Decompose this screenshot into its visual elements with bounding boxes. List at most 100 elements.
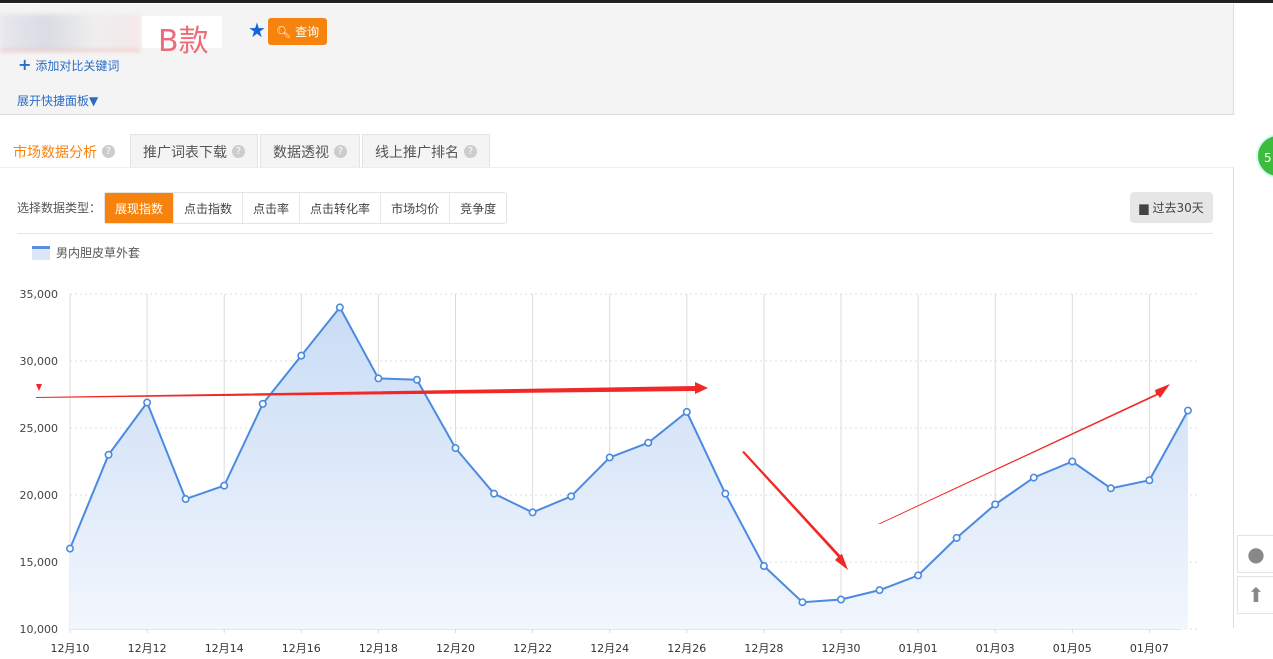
data-point [528, 508, 537, 517]
content-area [0, 167, 1234, 628]
tab-data-pivot[interactable]: 数据透视? [260, 134, 360, 168]
top-border [0, 0, 1273, 3]
x-tick-label: 12月28 [744, 642, 783, 655]
annotation-marker [36, 384, 42, 391]
data-point [759, 562, 768, 571]
data-point [682, 407, 691, 416]
data-point [914, 571, 923, 580]
data-point [490, 489, 499, 498]
back-to-top-button[interactable]: ⬆ [1237, 576, 1273, 614]
x-tick-label: 01月01 [899, 642, 938, 655]
data-type-conversion[interactable]: 点击转化率 [300, 193, 382, 223]
data-point [143, 398, 152, 407]
x-tick-label: 12月22 [513, 642, 552, 655]
date-range-label: 过去30天 [1152, 201, 1204, 215]
x-tick-label: 12月20 [436, 642, 475, 655]
x-tick-label: 01月03 [976, 642, 1015, 655]
data-point [721, 489, 730, 498]
tab-label: 推广词表下载 [143, 144, 227, 161]
data-point [258, 399, 267, 408]
annotation-arrow-flat [36, 382, 708, 398]
tab-market-analysis[interactable]: 市场数据分析? [0, 134, 128, 168]
x-tick-label: 01月07 [1130, 642, 1169, 655]
help-icon[interactable]: ? [102, 145, 115, 158]
x-tick-label: 12月18 [359, 642, 398, 655]
query-button[interactable]: 🔍︎ 查询 [268, 18, 327, 45]
caret-down-icon: ▼ [89, 94, 99, 108]
keyword-annotation: B款 [158, 24, 209, 59]
x-tick-label: 12月12 [128, 642, 167, 655]
data-point [1183, 406, 1192, 415]
series-line [69, 305, 1189, 604]
add-compare-label: 添加对比关键词 [35, 59, 120, 73]
x-tick-label: 12月30 [822, 642, 861, 655]
search-panel: B款 ★ 🔍︎ 查询 + 添加对比关键词 展开快捷面板▼ [0, 4, 1234, 115]
data-point [798, 598, 807, 607]
help-icon[interactable]: ? [334, 145, 347, 158]
expand-panel-link[interactable]: 展开快捷面板▼ [17, 92, 98, 109]
data-point [605, 453, 614, 462]
tab-label: 线上推广排名 [375, 144, 459, 161]
data-point [374, 374, 383, 383]
series-area [70, 307, 1188, 629]
data-point [335, 303, 344, 312]
data-point [181, 495, 190, 504]
data-point [1029, 473, 1038, 482]
data-point [644, 438, 653, 447]
annotation-arrow-down [742, 451, 848, 570]
query-label: 查询 [295, 25, 320, 39]
x-tick-label: 12月26 [667, 642, 706, 655]
y-tick-label: 20,000 [20, 489, 59, 502]
data-point [1145, 476, 1154, 485]
area-chart: 10,000 15,000 20,000 25,000 30,000 35,000 12月1… [20, 288, 1197, 655]
data-point [1068, 457, 1077, 466]
keyword-input-blurred[interactable] [0, 14, 140, 51]
data-point [1106, 484, 1115, 493]
help-icon[interactable]: ? [232, 145, 245, 158]
data-point [220, 481, 229, 490]
data-type-label: 选择数据类型： [17, 201, 102, 215]
tab-bar: 市场数据分析? 推广词表下载? 数据透视? 线上推广排名? [0, 134, 492, 168]
x-tick-label: 12月14 [205, 642, 244, 655]
divider [17, 233, 1213, 234]
data-point [104, 450, 113, 459]
data-type-competition[interactable]: 竞争度 [460, 201, 497, 216]
tab-label: 数据透视 [273, 144, 329, 161]
star-icon[interactable]: ★ [248, 18, 266, 42]
tab-label: 市场数据分析 [13, 144, 97, 161]
data-type-clicks[interactable]: 点击指数 [174, 193, 244, 223]
tab-keyword-download[interactable]: 推广词表下载? [130, 134, 258, 168]
help-icon[interactable]: ? [464, 145, 477, 158]
chart-legend[interactable]: 男内胆皮草外套 [32, 244, 140, 261]
search-icon: 🔍︎ [275, 24, 292, 39]
expand-panel-label: 展开快捷面板 [17, 94, 90, 108]
data-type-selector: 展现指数 点击指数 点击率 点击转化率 市场均价 竞争度 [104, 192, 508, 224]
y-tick-label: 35,000 [20, 288, 59, 301]
data-type-impressions[interactable]: 展现指数 [105, 193, 175, 223]
data-point [875, 586, 884, 595]
x-tick-label: 12月24 [590, 642, 629, 655]
calendar-icon: ▆ [1139, 200, 1149, 215]
keyword-input[interactable] [142, 16, 222, 48]
chat-icon: ● [1247, 542, 1265, 566]
arrow-up-icon: ⬆ [1247, 583, 1265, 607]
x-tick-label: 12月16 [282, 642, 321, 655]
data-point [567, 492, 576, 501]
data-point [451, 444, 460, 453]
data-point [297, 351, 306, 360]
legend-label: 男内胆皮草外套 [56, 246, 141, 260]
data-type-avg-price[interactable]: 市场均价 [381, 193, 451, 223]
x-tick-label: 12月10 [51, 642, 90, 655]
floating-badge[interactable]: 5 [1256, 134, 1273, 178]
feedback-button[interactable]: ● [1237, 535, 1273, 573]
legend-swatch [32, 245, 50, 260]
data-type-ctr[interactable]: 点击率 [243, 193, 301, 223]
y-tick-label: 10,000 [20, 623, 59, 636]
y-tick-label: 30,000 [20, 355, 59, 368]
data-point [412, 375, 421, 384]
data-point [66, 544, 75, 553]
tab-online-ranking[interactable]: 线上推广排名? [362, 134, 490, 168]
x-tick-label: 01月05 [1053, 642, 1092, 655]
date-range-button[interactable]: ▆ 过去30天 [1130, 192, 1213, 223]
add-compare-keyword-link[interactable]: + 添加对比关键词 [18, 55, 119, 74]
